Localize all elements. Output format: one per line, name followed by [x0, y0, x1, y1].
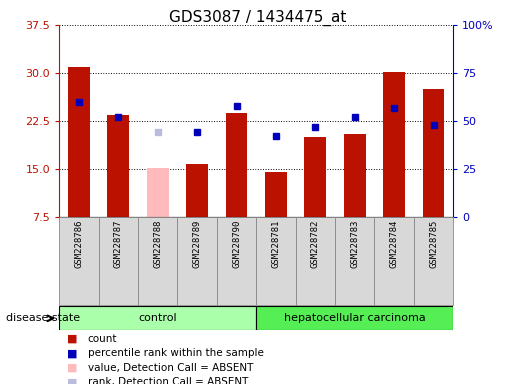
Text: GSM228781: GSM228781: [271, 220, 280, 268]
Bar: [59, 217, 99, 305]
Bar: [147, 168, 168, 217]
Bar: [414, 217, 453, 305]
Text: control: control: [139, 313, 177, 323]
Bar: [265, 172, 287, 217]
Text: GSM228783: GSM228783: [350, 220, 359, 268]
Text: GSM228789: GSM228789: [193, 220, 201, 268]
Bar: [256, 217, 296, 305]
Text: value, Detection Call = ABSENT: value, Detection Call = ABSENT: [88, 363, 253, 373]
Text: percentile rank within the sample: percentile rank within the sample: [88, 348, 264, 358]
Bar: [68, 66, 90, 217]
Bar: [108, 114, 129, 217]
Text: GSM228782: GSM228782: [311, 220, 320, 268]
Bar: [344, 134, 366, 217]
Bar: [226, 113, 247, 217]
Bar: [423, 89, 444, 217]
Text: ■: ■: [67, 377, 77, 384]
Bar: [186, 164, 208, 217]
Bar: [59, 306, 256, 330]
Text: count: count: [88, 334, 117, 344]
Text: hepatocellular carcinoma: hepatocellular carcinoma: [284, 313, 425, 323]
Text: GDS3087 / 1434475_at: GDS3087 / 1434475_at: [169, 10, 346, 26]
Bar: [177, 217, 217, 305]
Text: ■: ■: [67, 334, 77, 344]
Text: GSM228784: GSM228784: [390, 220, 399, 268]
Text: GSM228787: GSM228787: [114, 220, 123, 268]
Bar: [335, 217, 374, 305]
Bar: [256, 306, 453, 330]
Text: GSM228788: GSM228788: [153, 220, 162, 268]
Bar: [383, 72, 405, 217]
Bar: [374, 217, 414, 305]
Text: GSM228790: GSM228790: [232, 220, 241, 268]
Bar: [304, 137, 326, 217]
Text: rank, Detection Call = ABSENT: rank, Detection Call = ABSENT: [88, 377, 248, 384]
Text: GSM228785: GSM228785: [429, 220, 438, 268]
Bar: [217, 217, 256, 305]
Text: disease state: disease state: [6, 313, 80, 323]
Text: GSM228786: GSM228786: [75, 220, 83, 268]
Bar: [138, 217, 177, 305]
Bar: [99, 217, 138, 305]
Text: ■: ■: [67, 363, 77, 373]
Bar: [296, 217, 335, 305]
Text: ■: ■: [67, 348, 77, 358]
